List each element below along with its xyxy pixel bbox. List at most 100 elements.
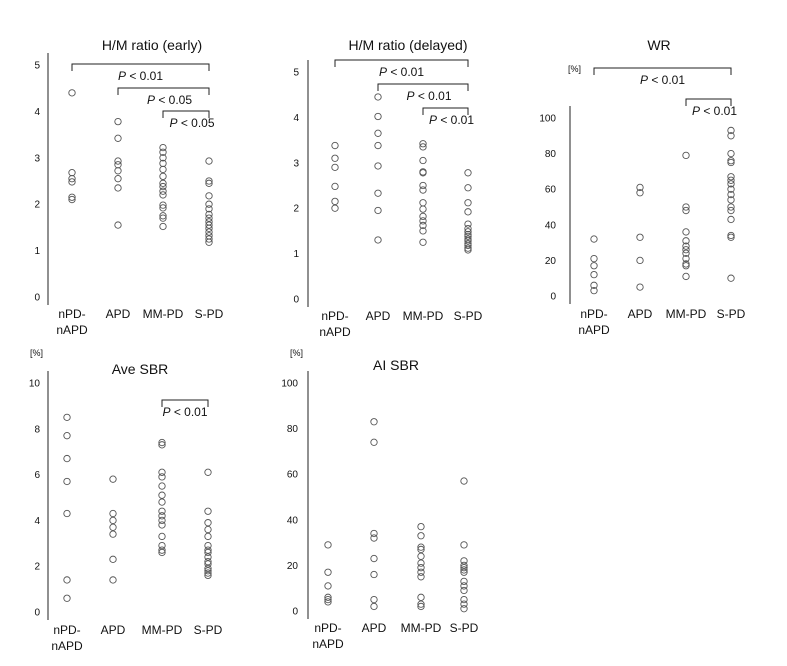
panel-3-point-0-5 — [590, 287, 598, 295]
panel-1-tick-label-2: 2 — [34, 200, 40, 211]
panel-3-point-2-4 — [682, 237, 690, 245]
panel-2-point-3-10 — [464, 237, 472, 245]
panel-3-point-3-8 — [727, 185, 735, 193]
panel-3-bracket-1 — [685, 98, 732, 106]
panel-4-point-2-3 — [158, 473, 166, 481]
panel-5-point-1-5 — [370, 570, 378, 579]
panel-4-point-0-0 — [63, 413, 71, 421]
panel-4-category-label-0-line1: nPD- — [53, 623, 80, 637]
panel-3-point-2-8 — [682, 254, 690, 263]
panel-2-point-1-2 — [374, 129, 382, 137]
panel-2-tick-label-4: 4 — [293, 113, 299, 124]
panel-5-category-label-1: APD — [362, 621, 387, 635]
panel-4-point-2-2 — [158, 468, 166, 476]
panel-2-point-0-5 — [331, 204, 339, 212]
panel-1-category-label-0-line1: nPD- — [58, 307, 85, 321]
panel-4-tick-label-0: 0 — [34, 608, 40, 619]
panel-3-tick-label-2: 40 — [545, 220, 557, 231]
panel-3-point-1-3 — [636, 256, 644, 265]
panel-2-point-2-4 — [419, 169, 427, 177]
panel-5-point-0-5 — [324, 598, 332, 606]
panel-2-category-label-0-line2: nAPD — [319, 325, 351, 339]
panel-3-point-0-3 — [590, 270, 598, 279]
panel-1-tick-label-4: 4 — [34, 107, 40, 118]
panel-3-point-3-12 — [727, 206, 735, 215]
panel-1-point-3-11 — [205, 228, 213, 236]
panel-5-point-1-4 — [370, 554, 378, 563]
panel-5-point-0-4 — [324, 595, 332, 604]
panel-2-point-0-3 — [331, 182, 339, 191]
panel-1-point-2-9 — [159, 191, 167, 199]
panel-2-bracket-label-0: P < 0.01 — [379, 65, 424, 79]
panel-2-point-3-5 — [464, 224, 472, 233]
panel-5-tick-label-5: 100 — [281, 379, 298, 390]
panel-4-point-3-8 — [204, 553, 212, 561]
panel-2-point-2-11 — [419, 221, 427, 230]
panel-2-point-2-1 — [419, 143, 427, 151]
panel-4-bracket-label-0: P < 0.01 — [162, 405, 207, 419]
panel-3-point-2-5 — [682, 242, 690, 250]
panel-2-point-2-10 — [419, 217, 427, 225]
panel-4-point-3-4 — [204, 532, 212, 541]
panel-3-point-3-2 — [727, 149, 735, 158]
panel-4-point-3-6 — [204, 546, 212, 554]
panel-5-category-label-0-line1: nPD- — [314, 621, 341, 635]
panel-3-tick-label-0: 0 — [550, 292, 556, 303]
panel-3-point-2-7 — [682, 249, 690, 257]
panel-2-category-label-1: APD — [366, 309, 391, 323]
panel-3-tick-label-4: 80 — [545, 149, 557, 160]
panel-2-category-label-2: MM-PD — [403, 309, 444, 323]
panel-1-point-2-13 — [159, 214, 167, 222]
panel-3-point-2-0 — [682, 151, 690, 160]
panel-5-point-1-0 — [370, 418, 378, 426]
panel-5-point-2-9 — [417, 593, 425, 601]
panel-3-point-3-15 — [727, 233, 735, 241]
panel-1-point-3-14 — [205, 238, 213, 246]
panel-3-tick-label-1: 20 — [545, 256, 557, 267]
panel-1-point-3-3 — [205, 192, 213, 200]
panel-2-point-3-4 — [464, 220, 472, 228]
panel-4-point-3-11 — [204, 564, 212, 573]
panel-5-tick-label-1: 20 — [287, 561, 299, 572]
panel-5-point-1-2 — [370, 529, 378, 538]
panel-2-point-1-4 — [374, 162, 382, 170]
panel-3-point-3-6 — [727, 176, 735, 184]
panel-1-point-1-7 — [114, 221, 122, 229]
panel-5-point-3-11 — [460, 600, 468, 608]
panel-4-point-0-1 — [63, 432, 71, 440]
panel-4-tick-label-4: 8 — [34, 424, 40, 435]
panel-2-tick-label-3: 3 — [293, 158, 299, 169]
panel-1-point-0-1 — [68, 168, 76, 177]
panel-1-category-label-0-line2: nAPD — [56, 323, 88, 337]
panel-2-point-1-5 — [374, 189, 382, 197]
panel-1-point-1-0 — [114, 117, 122, 126]
panel-3-point-2-11 — [682, 272, 690, 281]
panel-1-point-1-5 — [114, 175, 122, 183]
panel-2-point-3-8 — [464, 232, 472, 240]
panel-2-point-2-5 — [419, 181, 427, 190]
panel-4-title: Ave SBR — [112, 361, 169, 377]
panel-2-point-3-1 — [464, 184, 472, 192]
panel-2-point-3-12 — [464, 241, 472, 250]
panel-5-title: AI SBR — [373, 357, 419, 373]
panel-3-point-3-11 — [727, 203, 735, 211]
panel-3-point-0-0 — [590, 235, 598, 243]
panel-2-bracket-0 — [334, 59, 469, 67]
panel-1-point-0-3 — [68, 178, 76, 186]
panel-5-point-1-1 — [370, 438, 378, 446]
panel-3-point-1-0 — [636, 183, 644, 192]
panel-5-point-0-1 — [324, 568, 332, 576]
panel-1-tick-label-3: 3 — [34, 153, 40, 164]
panel-1-point-1-4 — [114, 167, 122, 175]
panel-4-point-3-3 — [204, 525, 212, 534]
panel-3-category-label-0-line1: nPD- — [580, 307, 607, 321]
panel-4-category-label-3: S-PD — [194, 623, 223, 637]
panel-3-point-1-4 — [636, 283, 644, 291]
panel-2-point-1-0 — [374, 93, 382, 101]
panel-2-category-label-3: S-PD — [454, 309, 483, 323]
panel-2-point-2-7 — [419, 199, 427, 207]
panel-1-point-3-0 — [205, 157, 213, 165]
panel-5-point-3-12 — [460, 605, 468, 613]
panel-1-bracket-label-2: P < 0.05 — [169, 116, 214, 130]
panel-2-point-3-3 — [464, 208, 472, 216]
